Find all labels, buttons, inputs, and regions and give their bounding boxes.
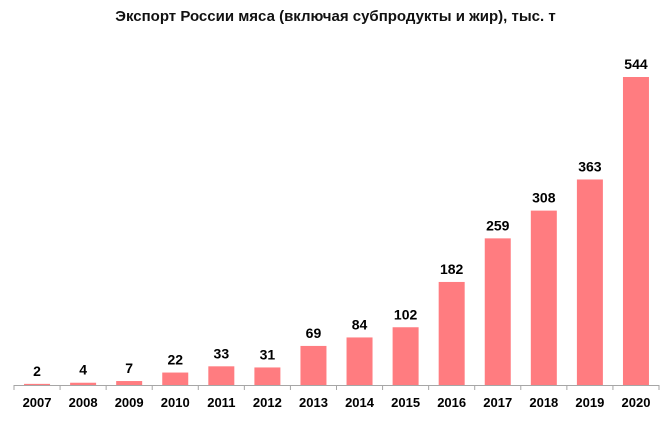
data-label-2013: 69	[306, 325, 322, 341]
data-label-2007: 2	[33, 363, 41, 379]
bar-2014	[346, 337, 373, 385]
x-tick-label-2009: 2009	[115, 395, 144, 410]
data-label-2016: 182	[440, 261, 464, 277]
x-tick-label-2014: 2014	[345, 395, 375, 410]
bar-2009	[116, 381, 143, 385]
bar-2018	[530, 210, 557, 385]
x-tick-label-2007: 2007	[23, 395, 52, 410]
x-tick-label-2010: 2010	[161, 395, 190, 410]
x-tick-label-2015: 2015	[391, 395, 420, 410]
x-tick-label-2020: 2020	[622, 395, 651, 410]
data-label-2019: 363	[578, 158, 602, 174]
bar-2011	[208, 366, 235, 385]
data-label-2011: 33	[214, 345, 230, 361]
data-label-2015: 102	[394, 306, 418, 322]
x-axis	[13, 385, 660, 390]
data-label-2008: 4	[79, 362, 87, 378]
bar-2007	[24, 383, 51, 385]
bar-2017	[484, 238, 511, 385]
x-tick-label-2012: 2012	[253, 395, 282, 410]
x-tick-label-2008: 2008	[69, 395, 98, 410]
x-tick-label-2011: 2011	[207, 395, 235, 410]
x-tick-label-2018: 2018	[529, 395, 558, 410]
x-tick-label-2017: 2017	[483, 395, 512, 410]
x-tick-label-2013: 2013	[299, 395, 328, 410]
bar-2013	[300, 345, 327, 385]
chart-title: Экспорт России мяса (включая субпродукты…	[115, 8, 556, 25]
data-label-2012: 31	[260, 346, 276, 362]
bar-2010	[162, 372, 189, 385]
data-label-2017: 259	[486, 217, 510, 233]
data-label-2020: 544	[624, 56, 648, 72]
bar-2012	[254, 367, 281, 385]
bar-2019	[576, 179, 603, 385]
bar-2008	[70, 382, 97, 385]
bar-2015	[392, 327, 419, 385]
data-label-2018: 308	[532, 190, 556, 206]
bar-2016	[438, 281, 465, 385]
data-labels-group: 2 4 7 22 33 31 69 84 102 182 259 308 363 544	[33, 56, 648, 379]
data-label-2014: 84	[352, 316, 368, 332]
x-tick-labels-group: 2007 2008 2009 2010 2011 2012 2013 2014 2015 2016…	[23, 395, 651, 410]
data-label-2010: 22	[167, 352, 183, 368]
bars-group	[24, 77, 649, 385]
x-tick-label-2016: 2016	[437, 395, 466, 410]
x-tick-label-2019: 2019	[575, 395, 604, 410]
data-label-2009: 7	[125, 360, 133, 376]
bar-2020	[622, 77, 649, 385]
